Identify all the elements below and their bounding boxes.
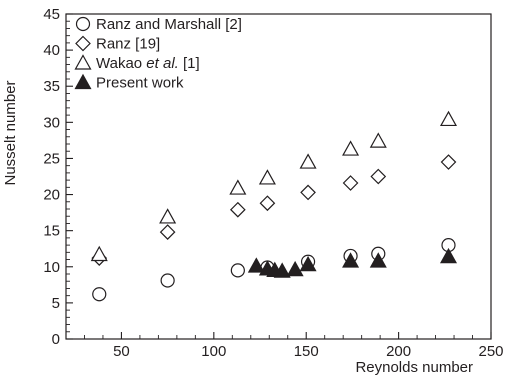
y-tick-label: 10: [43, 259, 60, 276]
data-point-series-4: [299, 255, 317, 272]
x-axis-title: Reynolds number: [355, 359, 473, 376]
data-point-series-3: [229, 179, 247, 195]
data-points: [90, 110, 458, 302]
x-tick-label: 150: [294, 343, 319, 360]
y-tick-label: 5: [52, 295, 60, 312]
y-tick-label: 40: [43, 42, 60, 59]
data-point-series-2: [159, 224, 176, 240]
data-point-series-2: [440, 154, 457, 170]
data-point-series-3: [342, 140, 360, 156]
axes: [65, 13, 492, 340]
y-axis-title: Nusselt number: [2, 80, 19, 185]
y-tick-label: 45: [43, 6, 60, 23]
legend-label-series-3: Wakao et al. [1]: [96, 55, 200, 72]
data-point-series-2: [342, 175, 359, 191]
x-tick-label: 100: [201, 343, 226, 360]
data-point-series-4: [273, 262, 291, 278]
data-point-series-4: [369, 252, 387, 268]
y-tick-label: 30: [43, 114, 60, 131]
y-tick-label: 25: [43, 150, 60, 167]
data-point-series-4: [342, 252, 360, 268]
data-point-series-3: [90, 245, 108, 262]
data-point-series-3: [439, 110, 458, 127]
legend-marker-series-4: [74, 73, 92, 90]
data-point-series-3: [299, 153, 317, 169]
legend-label-series-1: Ranz and Marshall [2]: [96, 16, 242, 33]
data-point-series-2: [370, 168, 387, 185]
data-point-series-4: [286, 260, 304, 277]
legend-label-series-2: Ranz [19]: [96, 36, 160, 53]
data-point-series-2: [259, 195, 276, 212]
legend-marker-series-1: [75, 16, 91, 32]
ticks: 0 5 10 15 20 25 30 35 40 45 50 100 150 200 250: [43, 6, 503, 360]
data-point-series-4: [439, 247, 458, 264]
data-point-series-3: [258, 169, 276, 185]
x-tick-label: 250: [478, 343, 503, 360]
y-tick-label: 15: [43, 223, 60, 240]
legend: Ranz and Marshall [2] Ranz [19] Wakao et a…: [74, 16, 242, 92]
data-point-series-2: [300, 184, 316, 201]
y-tick-label: 20: [43, 187, 60, 204]
y-tick-label: 35: [43, 78, 60, 95]
legend-label-series-4: Present work: [96, 75, 184, 92]
x-tick-label: 200: [386, 343, 411, 360]
data-point-series-3: [159, 208, 177, 224]
y-tick-label: 0: [52, 331, 60, 348]
x-tick-label: 50: [113, 343, 130, 360]
data-point-series-1: [230, 263, 245, 278]
plot-frame: [65, 13, 492, 340]
legend-marker-series-2: [75, 35, 91, 52]
legend-marker-series-3: [74, 54, 92, 70]
data-point-series-1: [92, 287, 107, 302]
data-point-series-1: [160, 273, 175, 288]
data-point-series-2: [229, 201, 246, 218]
data-point-series-3: [369, 132, 387, 148]
data-point-series-4: [247, 257, 265, 273]
